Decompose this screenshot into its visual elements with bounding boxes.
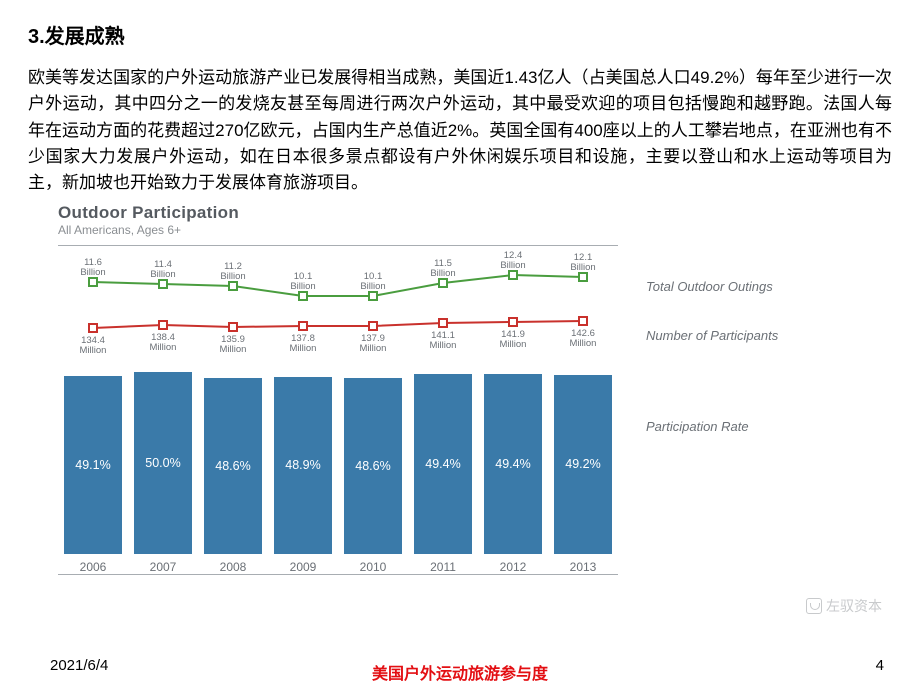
chart-data-label: 138.4Million [134, 333, 192, 354]
chart-data-label: 141.1Million [414, 331, 472, 352]
chart-data-label: 137.9Million [344, 334, 402, 355]
chart-bar: 49.1% [64, 376, 122, 554]
chart-container: Outdoor Participation All Americans, Age… [58, 203, 818, 575]
chart-subtitle: All Americans, Ages 6+ [58, 223, 818, 237]
body-paragraph: 欧美等发达国家的户外运动旅游产业已发展得相当成熟，美国近1.43亿人（占美国总人… [28, 65, 892, 197]
chart-x-tick: 2010 [344, 560, 402, 574]
chart-data-label: 141.9Million [484, 330, 542, 351]
chart-data-label: 12.1Billion [554, 253, 612, 274]
chart-data-label: 11.6Billion [64, 258, 122, 279]
chart-line-labels: 11.6Billion 11.4Billion 11.2Billion 10.1Bil… [58, 246, 618, 366]
chart-x-axis: 2006 2007 2008 2009 2010 2011 2012 2013 [58, 560, 618, 574]
watermark-text: 左驭资本 [826, 596, 882, 616]
legend-participants: Number of Participants [646, 328, 778, 343]
chart-data-label: 10.1Billion [274, 272, 332, 293]
chart-data-label: 137.8Million [274, 334, 332, 355]
chart-data-label: 142.6Million [554, 329, 612, 350]
chart-data-label: 10.1Billion [344, 272, 402, 293]
chart-x-tick: 2011 [414, 560, 472, 574]
chart-bar: 48.9% [274, 377, 332, 554]
legend-outings: Total Outdoor Outings [646, 279, 778, 294]
legend-rate: Participation Rate [646, 419, 778, 434]
chart-bar: 49.2% [554, 375, 612, 554]
chart-bar: 49.4% [414, 374, 472, 554]
chart-plot-area: 11.6Billion 11.4Billion 11.2Billion 10.1Bil… [58, 245, 618, 575]
chart-data-label: 11.4Billion [134, 260, 192, 281]
chart-title: Outdoor Participation [58, 203, 818, 223]
chart-x-tick: 2012 [484, 560, 542, 574]
chart-bar: 48.6% [344, 378, 402, 554]
chart-legend: Total Outdoor Outings Number of Particip… [646, 245, 778, 575]
watermark: 左驭资本 [806, 596, 882, 616]
chart-data-label: 12.4Billion [484, 251, 542, 272]
chart-data-label: 11.5Billion [414, 259, 472, 280]
chart-bar: 49.4% [484, 374, 542, 554]
wechat-icon [806, 598, 822, 614]
chart-bar-row: 49.1%50.0%48.6%48.9%48.6%49.4%49.4%49.2% [58, 354, 618, 554]
chart-x-tick: 2007 [134, 560, 192, 574]
chart-x-tick: 2006 [64, 560, 122, 574]
chart-x-tick: 2008 [204, 560, 262, 574]
section-heading: 3.发展成熟 [28, 20, 892, 49]
chart-bar: 50.0% [134, 372, 192, 554]
chart-x-tick: 2009 [274, 560, 332, 574]
chart-data-label: 11.2Billion [204, 262, 262, 283]
chart-bar: 48.6% [204, 378, 262, 554]
chart-data-label: 135.9Million [204, 335, 262, 356]
chart-x-tick: 2013 [554, 560, 612, 574]
chart-caption: 美国户外运动旅游参与度 [0, 660, 920, 684]
